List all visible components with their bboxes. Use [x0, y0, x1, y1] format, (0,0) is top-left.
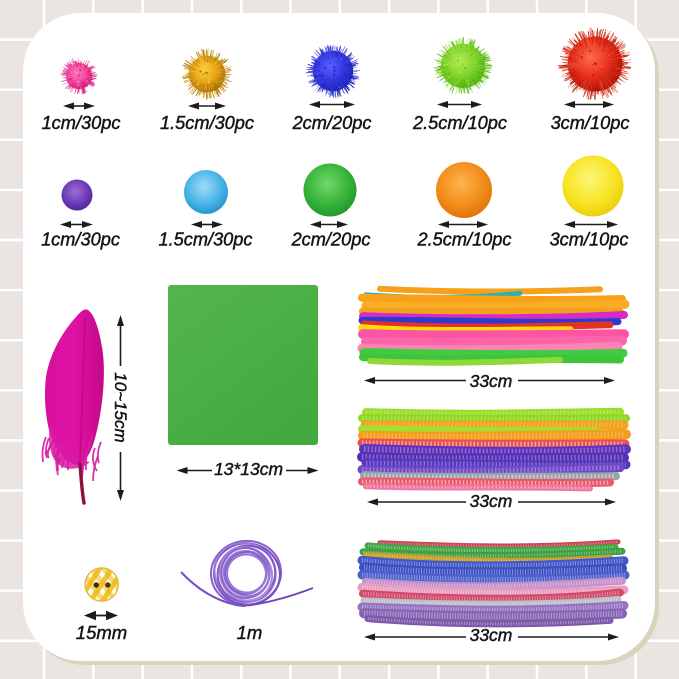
svg-text:13*13cm: 13*13cm [214, 459, 283, 479]
svg-text:1cm/30pc: 1cm/30pc [41, 230, 120, 250]
svg-text:2cm/20pc: 2cm/20pc [292, 113, 372, 133]
svg-text:1m: 1m [237, 622, 263, 643]
svg-text:15mm: 15mm [76, 622, 127, 643]
svg-text:2.5cm/10pc: 2.5cm/10pc [416, 230, 511, 250]
svg-text:1.5cm/30pc: 1.5cm/30pc [158, 230, 252, 250]
svg-text:1.5cm/30pc: 1.5cm/30pc [160, 113, 254, 133]
svg-text:1cm/30pc: 1cm/30pc [42, 113, 121, 133]
svg-text:33cm: 33cm [470, 625, 513, 645]
svg-text:3cm/10pc: 3cm/10pc [551, 113, 630, 133]
svg-text:10~15cm: 10~15cm [111, 372, 130, 442]
svg-text:33cm: 33cm [470, 371, 513, 391]
svg-text:33cm: 33cm [470, 491, 513, 511]
svg-text:2cm/20pc: 2cm/20pc [291, 230, 371, 250]
svg-text:2.5cm/10pc: 2.5cm/10pc [412, 113, 507, 133]
svg-text:3cm/10pc: 3cm/10pc [550, 230, 629, 250]
